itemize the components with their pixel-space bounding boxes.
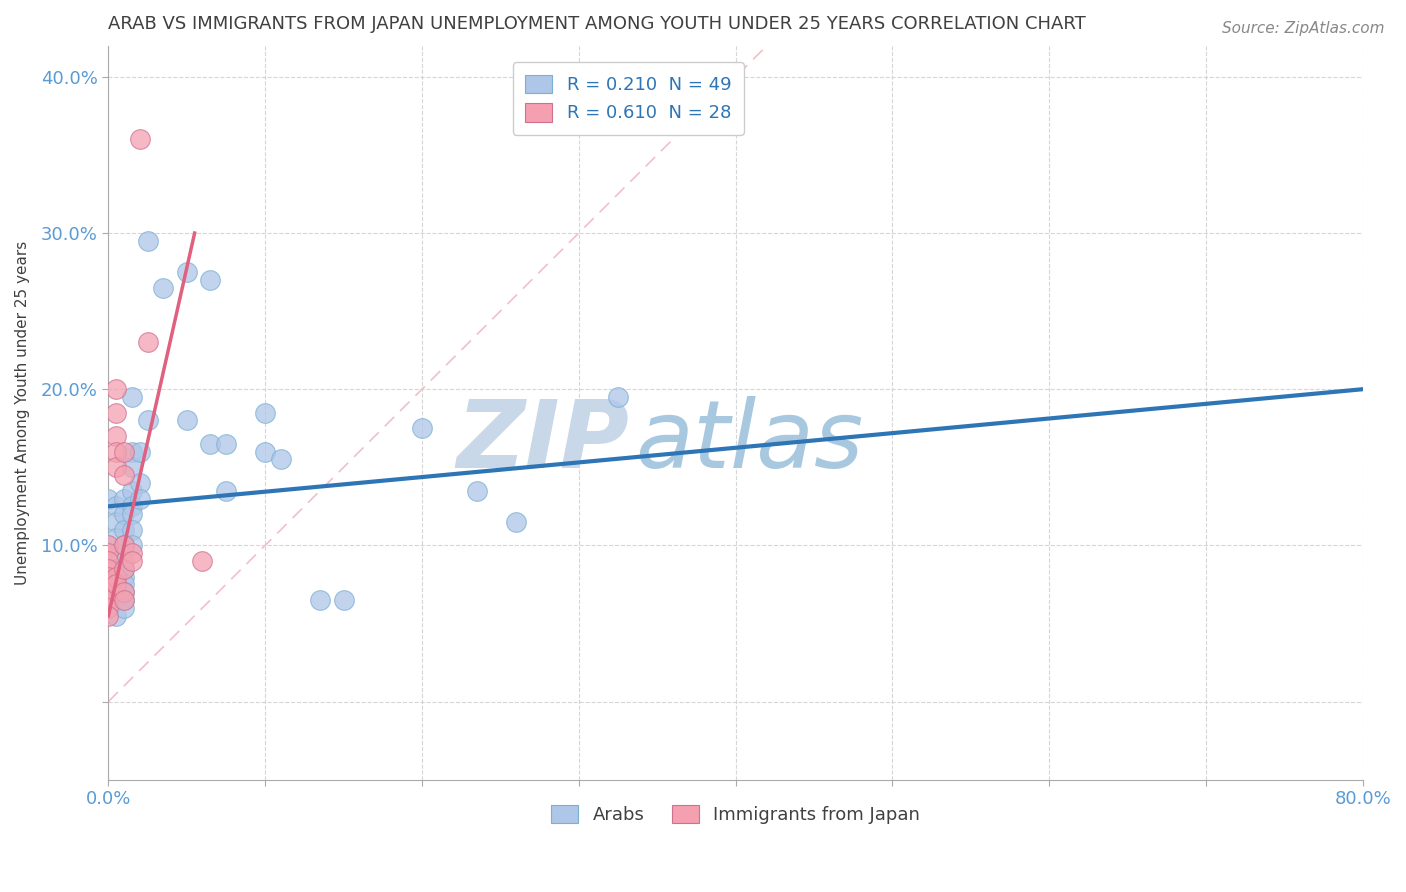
- Point: [97, 538, 120, 552]
- Point: [105, 577, 128, 591]
- Point: [128, 491, 150, 506]
- Point: [152, 281, 174, 295]
- Point: [112, 593, 135, 607]
- Point: [105, 429, 128, 443]
- Point: [105, 531, 128, 545]
- Point: [128, 132, 150, 146]
- Point: [97, 491, 120, 506]
- Point: [112, 523, 135, 537]
- Point: [121, 507, 143, 521]
- Text: ARAB VS IMMIGRANTS FROM JAPAN UNEMPLOYMENT AMONG YOUTH UNDER 25 YEARS CORRELATIO: ARAB VS IMMIGRANTS FROM JAPAN UNEMPLOYME…: [108, 15, 1087, 33]
- Point: [176, 413, 198, 427]
- Point: [200, 437, 222, 451]
- Point: [112, 444, 135, 458]
- Point: [112, 562, 135, 576]
- Point: [254, 444, 277, 458]
- Point: [97, 585, 120, 599]
- Point: [105, 444, 128, 458]
- Point: [309, 593, 332, 607]
- Point: [105, 569, 128, 583]
- Point: [128, 475, 150, 490]
- Point: [97, 600, 120, 615]
- Point: [97, 569, 120, 583]
- Point: [200, 273, 222, 287]
- Point: [606, 390, 628, 404]
- Point: [191, 554, 214, 568]
- Point: [215, 483, 238, 498]
- Point: [105, 546, 128, 560]
- Point: [97, 593, 120, 607]
- Point: [270, 452, 292, 467]
- Y-axis label: Unemployment Among Youth under 25 years: Unemployment Among Youth under 25 years: [15, 241, 30, 585]
- Text: ZIP: ZIP: [456, 396, 628, 488]
- Point: [121, 546, 143, 560]
- Point: [411, 421, 433, 435]
- Point: [121, 444, 143, 458]
- Point: [112, 600, 135, 615]
- Point: [136, 335, 159, 350]
- Point: [105, 382, 128, 396]
- Point: [105, 460, 128, 475]
- Point: [121, 554, 143, 568]
- Point: [112, 577, 135, 591]
- Point: [121, 483, 143, 498]
- Point: [112, 585, 135, 599]
- Point: [97, 554, 120, 568]
- Point: [112, 491, 135, 506]
- Point: [97, 546, 120, 560]
- Point: [121, 538, 143, 552]
- Point: [112, 562, 135, 576]
- Point: [121, 460, 143, 475]
- Legend: Arabs, Immigrants from Japan: Arabs, Immigrants from Japan: [538, 792, 932, 837]
- Point: [105, 562, 128, 576]
- Text: Source: ZipAtlas.com: Source: ZipAtlas.com: [1222, 21, 1385, 36]
- Point: [112, 554, 135, 568]
- Point: [105, 577, 128, 591]
- Point: [136, 413, 159, 427]
- Point: [105, 406, 128, 420]
- Point: [112, 569, 135, 583]
- Point: [121, 523, 143, 537]
- Point: [505, 515, 527, 529]
- Point: [215, 437, 238, 451]
- Point: [112, 593, 135, 607]
- Point: [112, 468, 135, 483]
- Point: [112, 538, 135, 552]
- Point: [97, 577, 120, 591]
- Point: [105, 593, 128, 607]
- Point: [176, 265, 198, 279]
- Point: [112, 507, 135, 521]
- Point: [97, 562, 120, 576]
- Point: [112, 538, 135, 552]
- Point: [121, 390, 143, 404]
- Point: [105, 515, 128, 529]
- Point: [121, 500, 143, 514]
- Point: [254, 406, 277, 420]
- Text: atlas: atlas: [636, 397, 863, 488]
- Point: [105, 608, 128, 623]
- Point: [128, 444, 150, 458]
- Point: [136, 234, 159, 248]
- Point: [332, 593, 354, 607]
- Point: [105, 500, 128, 514]
- Point: [97, 608, 120, 623]
- Point: [465, 483, 488, 498]
- Point: [112, 585, 135, 599]
